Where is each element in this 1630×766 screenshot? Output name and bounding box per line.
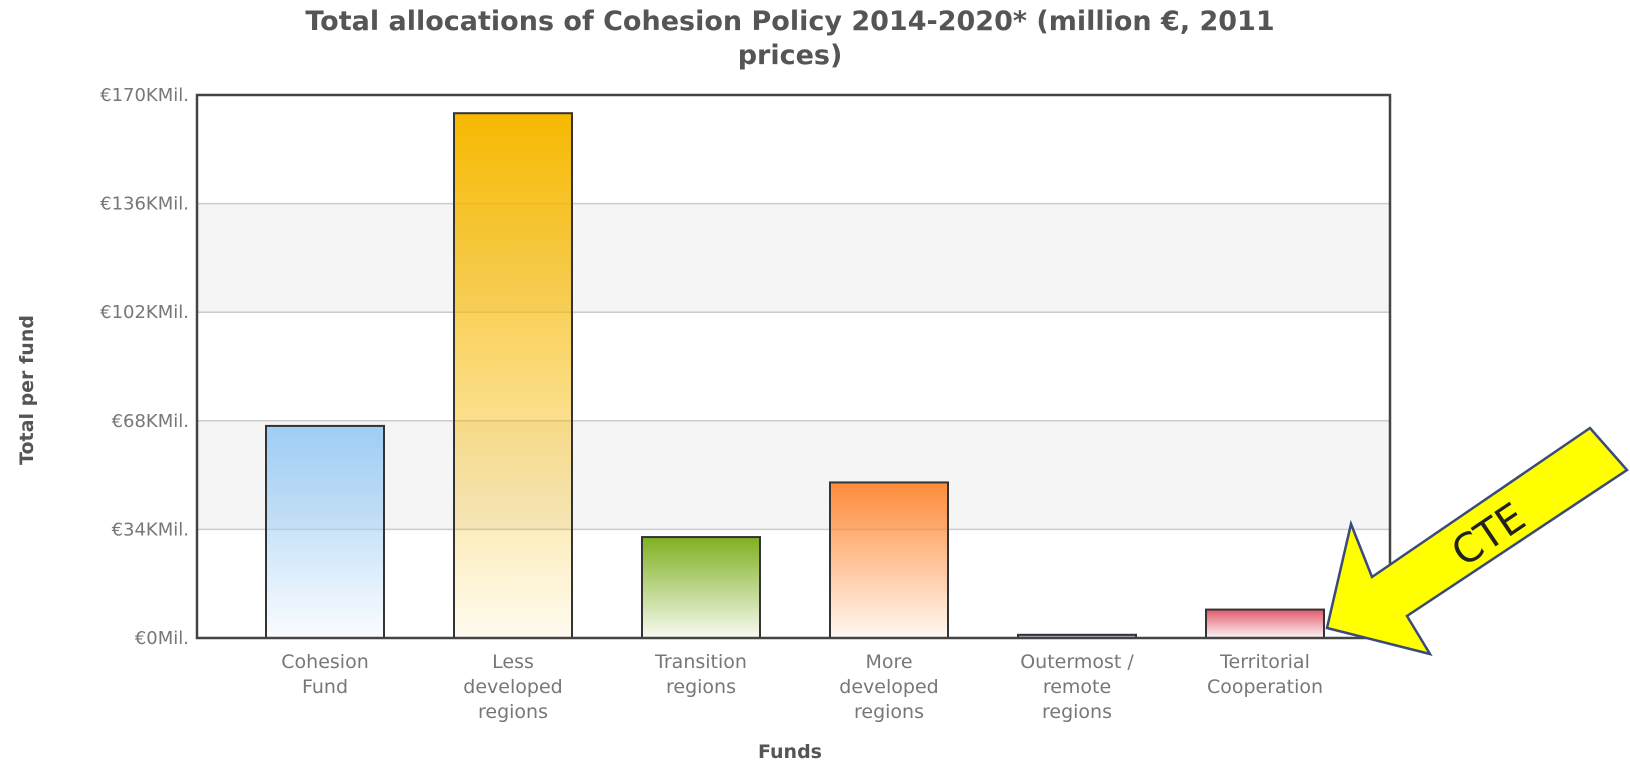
bar [265, 424, 385, 639]
y-tick-label: €170KMil. [100, 85, 189, 106]
plot-frame [195, 93, 1392, 640]
x-tick-label: Less developed regions [463, 651, 562, 723]
y-tick-label: €102KMil. [100, 302, 189, 323]
x-tick-label: More developed regions [839, 651, 938, 723]
x-tick-label: Territorial Cooperation [1207, 651, 1323, 698]
bar [829, 481, 949, 639]
plot-band [197, 529, 1390, 638]
chart-title-line-1: Total allocations of Cohesion Policy 201… [305, 6, 1274, 37]
plot-bands [197, 95, 1390, 638]
plot-band [197, 203, 1390, 313]
plot-band [197, 420, 1390, 530]
y-tick-label: €136KMil. [100, 194, 189, 215]
x-tick-label: Outermost / remote regions [1020, 651, 1134, 723]
x-tick-label: Cohesion Fund [281, 651, 368, 698]
plot-band [197, 95, 1390, 204]
bar [641, 536, 761, 639]
x-tick-label: Transition regions [654, 651, 747, 698]
gridlines [197, 202, 1390, 531]
y-tick-label: €0Mil. [135, 628, 189, 649]
x-axis-label: Funds [758, 741, 822, 763]
plot-band [197, 312, 1390, 421]
cte-arrow-shape [1325, 426, 1629, 656]
bars [265, 112, 1325, 640]
bar [453, 112, 573, 639]
y-axis-ticks: €0Mil. €34KMil. €68KMil. €102KMil. €136KMil.… [100, 85, 189, 649]
y-tick-label: €34KMil. [112, 519, 189, 540]
x-axis-ticks: Cohesion Fund Less developed regions Transiti… [281, 651, 1323, 723]
chart-title-line-2: prices) [738, 40, 843, 71]
bar [1205, 608, 1325, 639]
y-tick-label: €68KMil. [112, 411, 189, 432]
y-axis-label: Total per fund [16, 315, 38, 465]
